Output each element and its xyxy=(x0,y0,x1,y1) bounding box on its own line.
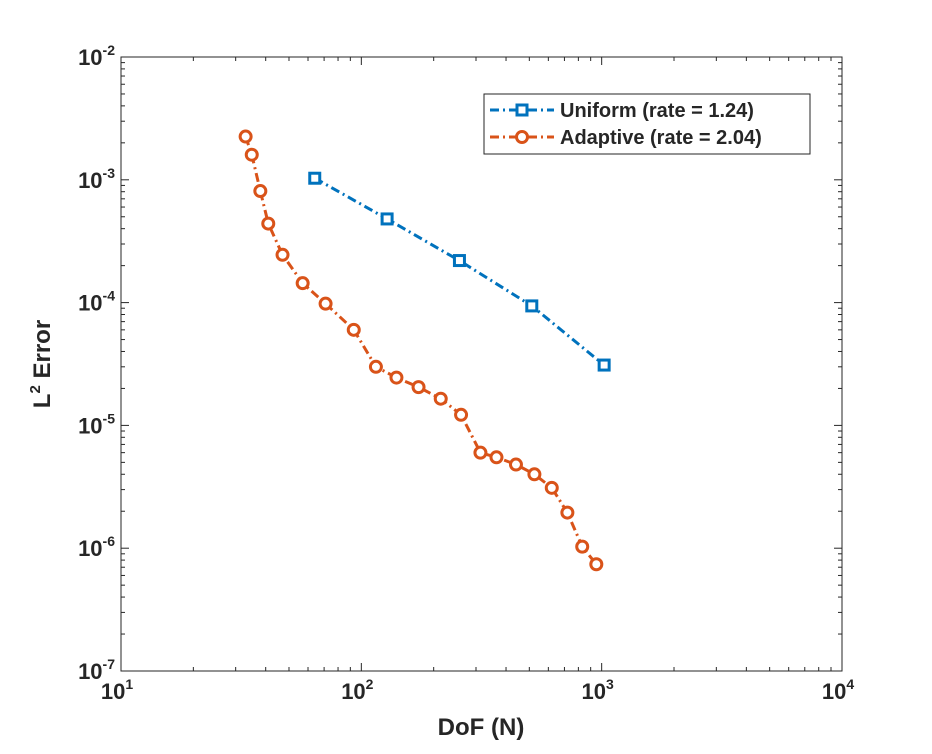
y-tick-label-exponent: -6 xyxy=(103,533,116,549)
axes-frame xyxy=(120,56,843,672)
x-tick-label-exponent: 3 xyxy=(606,676,614,692)
legend-marker xyxy=(515,130,529,144)
x-tick-label-exponent: 2 xyxy=(366,676,374,692)
y-tick-label-base: 10 xyxy=(78,413,102,438)
data-point xyxy=(575,539,590,554)
plot-area xyxy=(121,57,842,671)
y-tick-label-base: 10 xyxy=(78,291,102,316)
y-tick-label: 10-7 xyxy=(78,656,115,684)
x-tick-label-exponent: 4 xyxy=(846,676,854,692)
data-point xyxy=(597,358,611,372)
y-tick-label-exponent: -5 xyxy=(103,410,116,426)
x-tick-label-base: 10 xyxy=(101,679,125,704)
data-point xyxy=(527,467,542,482)
data-point xyxy=(380,212,394,226)
series-adaptive xyxy=(238,129,604,572)
data-point xyxy=(368,359,383,374)
x-tick-label: 104 xyxy=(822,676,854,704)
data-point xyxy=(473,445,488,460)
data-point xyxy=(253,184,268,199)
legend-entries: Uniform (rate = 1.24) Adaptive (rate = 2.… xyxy=(490,100,762,149)
y-tick-label: 10-5 xyxy=(78,410,115,438)
series-uniform xyxy=(308,171,611,372)
x-tick-label: 101 xyxy=(101,676,133,704)
data-point xyxy=(411,380,426,395)
data-point xyxy=(295,276,310,291)
y-tick-label-exponent: -3 xyxy=(103,165,116,181)
y-axis-label-base: L xyxy=(29,394,56,409)
y-tick-label-exponent: -7 xyxy=(103,656,116,672)
data-point xyxy=(346,322,361,337)
x-tick-label: 103 xyxy=(582,676,614,704)
axes-box xyxy=(120,56,843,672)
y-tick-label-base: 10 xyxy=(78,659,102,684)
y-tick-label: 10-4 xyxy=(78,288,115,316)
data-point xyxy=(560,505,575,520)
data-point xyxy=(389,370,404,385)
x-tick-label-base: 10 xyxy=(582,679,606,704)
y-tick-label-exponent: -2 xyxy=(103,42,116,58)
data-point xyxy=(454,407,469,422)
x-tick-label-base: 10 xyxy=(341,679,365,704)
y-tick-label: 10-3 xyxy=(78,165,115,193)
legend-marker xyxy=(515,103,529,117)
data-point xyxy=(489,450,504,465)
y-axis-label-exponent: 2 xyxy=(27,385,44,393)
y-tick-label-exponent: -4 xyxy=(103,288,116,304)
ticks-layer xyxy=(120,56,843,672)
data-point xyxy=(238,129,253,144)
legend: Uniform (rate = 1.24) Adaptive (rate = 2.… xyxy=(483,93,811,155)
legend-label: Uniform (rate = 1.24) xyxy=(560,100,754,122)
y-tick-label: 10-6 xyxy=(78,533,115,561)
y-axis-label-rest: Error xyxy=(29,320,56,385)
y-tick-label-base: 10 xyxy=(78,45,102,70)
data-point xyxy=(452,254,466,268)
x-tick-label: 102 xyxy=(341,676,373,704)
data-point xyxy=(275,247,290,262)
legend-entry: Adaptive (rate = 2.04) xyxy=(490,127,762,149)
y-axis-label: L2 Error xyxy=(27,320,56,408)
data-point xyxy=(261,216,276,231)
legend-label: Adaptive (rate = 2.04) xyxy=(560,127,762,149)
series-layer xyxy=(238,129,611,572)
data-point xyxy=(318,296,333,311)
legend-entry: Uniform (rate = 1.24) xyxy=(490,100,754,122)
data-point xyxy=(244,147,259,162)
x-axis-label: DoF (N) xyxy=(438,714,525,741)
data-point xyxy=(433,391,448,406)
legend-box xyxy=(483,93,811,155)
y-tick-label-base: 10 xyxy=(78,536,102,561)
data-point xyxy=(308,171,322,185)
y-tick-label-base: 10 xyxy=(78,168,102,193)
y-tick-label: 10-2 xyxy=(78,42,115,70)
data-point xyxy=(508,457,523,472)
data-point xyxy=(544,480,559,495)
x-tick-label-exponent: 1 xyxy=(125,676,133,692)
data-point xyxy=(589,557,604,572)
x-tick-label-base: 10 xyxy=(822,679,846,704)
data-point xyxy=(525,299,539,313)
